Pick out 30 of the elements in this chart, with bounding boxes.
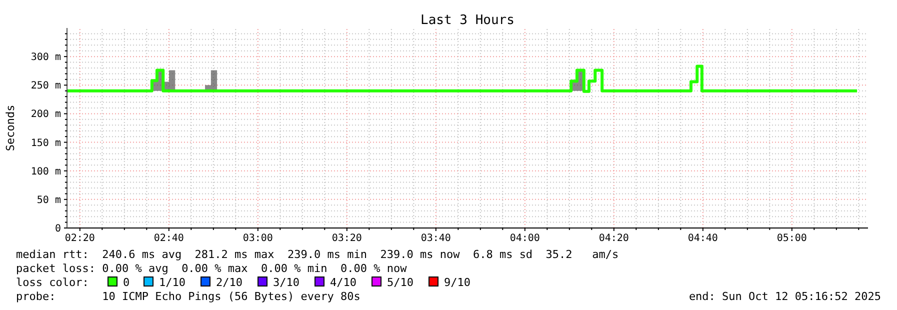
y-tick-label: 250 m [30, 80, 61, 92]
y-tick-label: 200 m [30, 109, 61, 120]
y-tick-label: 300 m [30, 52, 61, 64]
text: end: Sun Oct 12 05:16:52 2025 [688, 290, 881, 303]
y-axis-title: Seconds [4, 104, 17, 152]
text: packet loss: 0.00 % avg 0.00 % max 0.00 % min 0.00 % now [16, 262, 408, 275]
x-tick-label: 04:00 [510, 233, 540, 244]
y-tick-label: 50 m [36, 194, 61, 206]
y-tick-label: 0 [54, 224, 61, 234]
x-tick-label: 03:40 [420, 233, 451, 244]
x-tick-label: 02:40 [154, 233, 184, 244]
text: probe: 10 ICMP Echo Pings (56 Bytes) every 80s [16, 290, 360, 303]
legend-label: 9/10 [444, 276, 470, 289]
legend-label: 5/10 [387, 276, 414, 289]
legend-label: 1/10 [159, 276, 186, 289]
x-tick-label: 05:00 [776, 233, 807, 244]
x-tick-label: 03:20 [332, 233, 362, 244]
x-tick-label: 04:20 [598, 233, 629, 244]
y-tick-label: 150 m [30, 138, 61, 149]
x-tick-label: 02:20 [64, 233, 95, 244]
y-tick-label: 100 m [30, 166, 61, 178]
x-tick-label: 03:00 [242, 233, 273, 244]
x-tick-label: 04:40 [688, 233, 718, 244]
legend-title: loss color: [16, 276, 89, 289]
legend-label: 3/10 [273, 276, 300, 289]
legend-label: 2/10 [216, 276, 242, 289]
legend-label: 4/10 [330, 276, 356, 289]
legend-label: 0 [123, 276, 130, 289]
chart-title: Last 3 Hours [420, 13, 514, 28]
text: median rtt: 240.6 ms avg 281.2 ms max 239.0 ms min 239.0 ms now 6.8 ms sd 35.2 am/s [16, 248, 619, 261]
